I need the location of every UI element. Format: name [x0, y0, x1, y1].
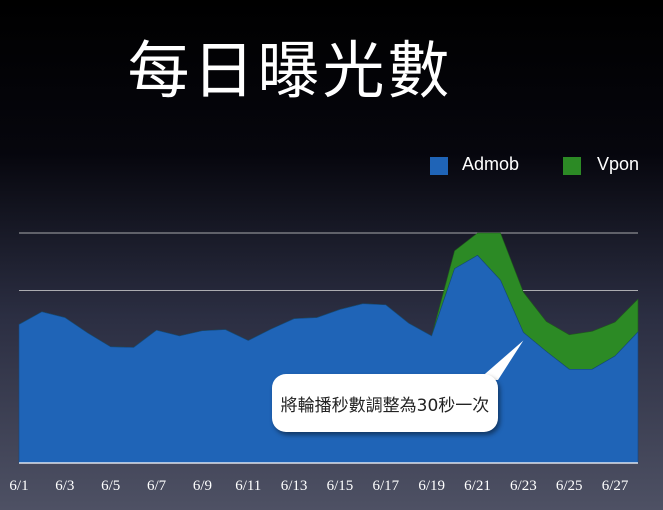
x-tick-label: 6/11: [235, 478, 261, 494]
x-tick-label: 6/15: [327, 478, 354, 494]
annotation-pointer: [478, 340, 524, 380]
annotation-callout: 將輪播秒數調整為30秒一次: [272, 374, 498, 432]
legend-label-vpon: Vpon: [597, 154, 640, 174]
x-tick-label: 6/17: [372, 478, 399, 494]
chart-title: 每日曝光數: [127, 34, 453, 107]
x-tick-label: 6/1: [9, 478, 28, 494]
x-tick-label: 6/27: [602, 478, 629, 494]
legend-swatch-admob: [430, 157, 448, 175]
legend: Admob Vpon: [0, 0, 663, 200]
x-tick-label: 6/23: [510, 478, 537, 494]
x-tick-label: 6/19: [418, 478, 445, 494]
x-tick-label: 6/5: [101, 478, 120, 494]
x-tick-label: 6/9: [193, 478, 212, 494]
x-tick-label: 6/13: [281, 478, 308, 494]
x-tick-label: 6/25: [556, 478, 583, 494]
x-tick-label: 6/3: [55, 478, 74, 494]
x-tick-label: 6/21: [464, 478, 491, 494]
legend-label-admob: Admob: [462, 154, 520, 174]
x-tick-label: 6/7: [147, 478, 167, 494]
legend-swatch-vpon: [563, 157, 581, 175]
